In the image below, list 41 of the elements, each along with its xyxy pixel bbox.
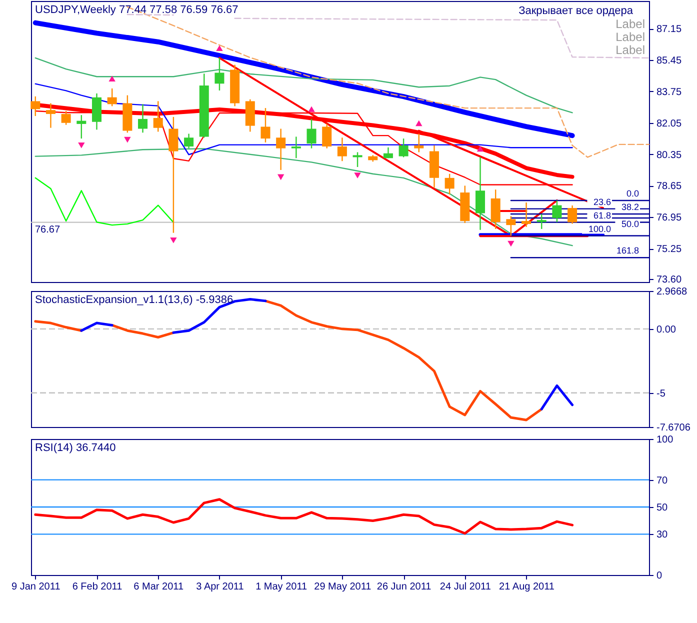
x-tick-label: 29 May 2011 — [314, 582, 372, 592]
x-tick-label: 9 Jan 2011 — [12, 582, 61, 592]
series-label: 23.6 — [593, 196, 611, 207]
x-tick-label: 6 Mar 2011 — [134, 582, 184, 592]
y-tick-label: 0.00 — [656, 324, 676, 336]
y-tick-label: 70 — [656, 475, 668, 486]
y-tick-label: 50 — [656, 502, 668, 514]
chart-title: StochasticExpansion_v1.1(13,6) -5.9386 — [35, 294, 234, 306]
series-label: 61.8 — [593, 210, 611, 220]
chart-title: RSI(14) 36.7440 — [35, 442, 116, 454]
annotation: Label — [616, 30, 645, 44]
annotation: Label — [616, 17, 645, 31]
y-tick-label: -5 — [656, 388, 666, 400]
x-tick-label: 3 Apr 2011 — [196, 582, 244, 592]
y-tick-label: -7.6706 — [656, 422, 691, 434]
series-label: 50.0 — [621, 219, 639, 230]
x-tick-label: 26 Jun 2011 — [376, 582, 432, 592]
y-tick-label: 30 — [656, 530, 668, 541]
y-tick-label: 80.35 — [656, 150, 682, 161]
x-tick-label: 6 Feb 2011 — [72, 582, 123, 592]
y-tick-label: 83.75 — [656, 86, 682, 98]
x-tick-label: 1 May 2011 — [256, 582, 308, 592]
ref-line-label: 76.67 — [35, 224, 60, 236]
y-tick-label: 82.05 — [656, 118, 682, 130]
y-tick-label: 73.60 — [656, 274, 682, 286]
y-tick-label: 0 — [656, 570, 662, 582]
annotation: Закрывает все ордера — [518, 5, 634, 17]
x-tick-label: 21 Aug 2011 — [499, 582, 555, 592]
y-tick-label: 76.95 — [656, 212, 682, 224]
annotation: Label — [616, 43, 645, 57]
series-label: 161.8 — [616, 246, 639, 256]
y-tick-label: 100 — [656, 434, 674, 446]
x-tick-label: 24 Jul 2011 — [440, 582, 492, 592]
y-tick-label: 75.25 — [656, 244, 682, 256]
y-tick-label: 2.9668 — [656, 286, 688, 298]
y-tick-label: 87.15 — [656, 24, 682, 36]
series-label: 0.0 — [626, 188, 639, 198]
series-label: 100.0 — [588, 224, 611, 234]
y-tick-label: 85.45 — [656, 55, 682, 66]
y-tick-label: 78.65 — [656, 181, 682, 192]
series-label: 38.2 — [621, 202, 639, 212]
